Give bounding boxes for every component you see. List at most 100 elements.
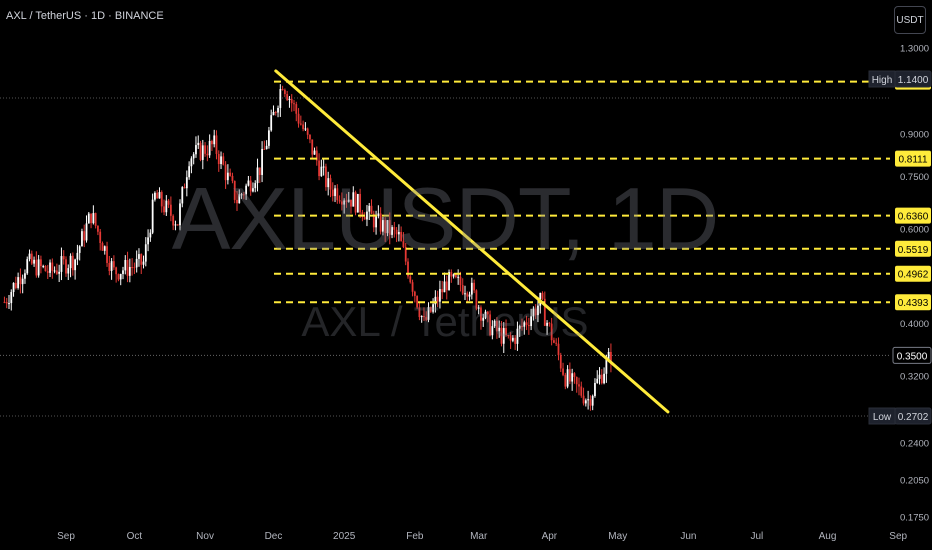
candle-body: [201, 145, 204, 160]
candle-body: [62, 256, 65, 260]
candle-body: [370, 205, 373, 214]
y-tick-label: 1.3000: [900, 43, 929, 54]
candle-body: [74, 259, 77, 271]
candle-body: [160, 192, 163, 207]
candle-body: [532, 308, 535, 317]
candle-body: [51, 262, 54, 271]
candle-body: [336, 188, 339, 201]
candle-body: [596, 378, 599, 383]
candle-body: [334, 188, 336, 197]
candle-body: [397, 231, 400, 235]
candle-body: [315, 150, 318, 161]
candle-body: [14, 282, 17, 288]
candle-body: [498, 327, 501, 332]
candle-body: [557, 343, 560, 356]
candle-body: [26, 259, 29, 274]
candle-body: [304, 128, 307, 130]
candle-body: [352, 192, 355, 207]
candle-body: [575, 377, 578, 385]
candle-body: [443, 281, 446, 293]
candle-body: [115, 267, 118, 275]
candle-body: [493, 320, 496, 327]
candle-body: [527, 324, 530, 327]
candle-body: [233, 180, 236, 200]
candle-body: [19, 277, 22, 285]
candle-body: [302, 124, 305, 130]
candle-body: [509, 335, 512, 341]
candle-body: [295, 104, 298, 114]
candle-body: [363, 216, 366, 220]
candle-body: [548, 322, 551, 324]
candle-body: [464, 293, 466, 295]
candle-body: [17, 277, 20, 288]
candle-body: [418, 307, 421, 318]
candle-body: [480, 307, 482, 321]
candle-body: [158, 192, 161, 199]
candle-body: [573, 373, 576, 378]
candle-body: [354, 192, 357, 213]
candle-body: [541, 292, 544, 299]
candle-body: [407, 261, 409, 277]
candle-body: [297, 113, 300, 124]
candle-body: [473, 282, 476, 291]
candle-body: [103, 246, 106, 251]
y-tick-label: 0.1750: [900, 513, 929, 524]
candle-body: [393, 227, 396, 230]
candle-body: [236, 199, 238, 204]
low-price-label: 0.2702: [898, 412, 929, 423]
candle-body: [279, 89, 282, 108]
x-tick-label: Aug: [819, 531, 837, 542]
candle-body: [263, 148, 266, 150]
currency-unit-button[interactable]: USDT: [894, 6, 926, 34]
candle-body: [110, 261, 113, 271]
candle-body: [108, 262, 111, 271]
candle-body: [523, 322, 526, 327]
x-tick-label: Nov: [196, 531, 214, 542]
candle-body: [537, 305, 539, 316]
candle-body: [448, 272, 450, 291]
candle-body: [600, 374, 603, 384]
candle-body: [42, 265, 45, 267]
candle-body: [140, 254, 143, 265]
candle-body: [258, 167, 261, 175]
candle-body: [185, 177, 188, 189]
candle-body: [400, 231, 403, 242]
x-tick-label: Sep: [889, 531, 907, 542]
symbol-header[interactable]: AXL / TetherUS · 1D · BINANCE: [6, 10, 164, 22]
candle-body: [391, 227, 393, 235]
current-price-label: 0.3500: [897, 351, 928, 362]
candle-body: [340, 201, 343, 205]
candle-body: [76, 252, 79, 260]
candle-body: [117, 274, 120, 280]
x-tick-label: Mar: [470, 531, 488, 542]
trendline: [274, 69, 670, 414]
x-tick-label: Sep: [57, 531, 75, 542]
y-tick-label: 0.2400: [900, 439, 929, 450]
candle-body: [439, 289, 441, 302]
candle-body: [122, 270, 124, 274]
candle-body: [598, 374, 601, 379]
candle-body: [518, 325, 521, 329]
y-tick-label: 0.3200: [900, 371, 929, 382]
candle-body: [226, 172, 229, 181]
candle-body: [188, 166, 191, 178]
candle-body: [33, 259, 35, 264]
candle-body: [562, 368, 564, 375]
candle-body: [489, 314, 491, 336]
candle-body: [44, 265, 47, 272]
candle-body: [514, 337, 517, 344]
candle-body: [559, 355, 562, 369]
watermark-description: AXL / TetherUS: [301, 298, 589, 345]
candle-body: [505, 328, 507, 336]
candle-body: [482, 317, 485, 321]
candle-body: [231, 175, 234, 181]
candle-body: [587, 399, 590, 401]
candle-body: [286, 94, 289, 101]
candle-body: [281, 89, 284, 91]
candle-body: [78, 246, 81, 253]
candle-body: [277, 107, 279, 113]
candle-body: [181, 187, 184, 204]
candle-body: [240, 194, 243, 196]
candle-body: [283, 89, 286, 95]
